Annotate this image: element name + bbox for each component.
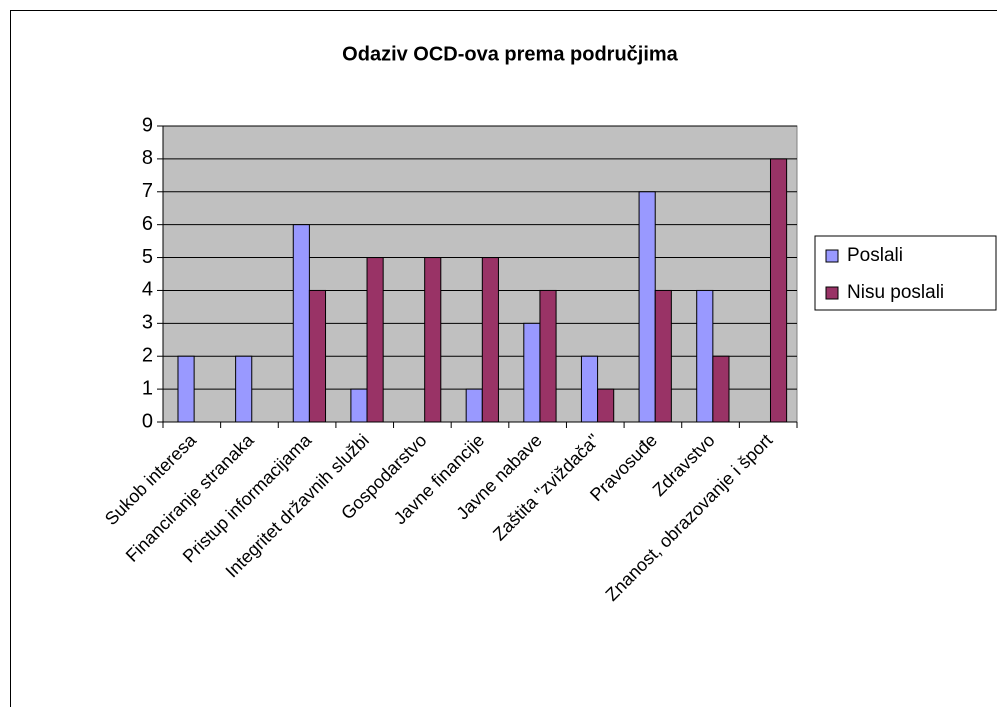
bar xyxy=(597,388,615,423)
y-tick-label: 9 xyxy=(142,114,153,136)
bar xyxy=(481,257,499,423)
y-tick-label: 5 xyxy=(142,246,153,268)
bar xyxy=(366,257,384,423)
legend-swatch xyxy=(825,249,839,263)
bar xyxy=(539,289,557,423)
bar xyxy=(292,224,310,423)
bar xyxy=(308,289,327,423)
y-tick-label: 4 xyxy=(142,279,153,301)
bar xyxy=(769,158,788,423)
bar xyxy=(235,355,253,423)
legend-box xyxy=(814,235,997,311)
y-tick-label: 3 xyxy=(142,312,153,334)
bar xyxy=(638,191,656,423)
chart-title: Odaziv OCD-ova prema područjima xyxy=(342,43,679,65)
y-tick-label: 0 xyxy=(142,410,153,432)
bar xyxy=(654,289,672,423)
bar xyxy=(696,289,714,423)
y-tick-label: 8 xyxy=(142,147,153,169)
bar xyxy=(424,257,442,423)
plot-area xyxy=(162,125,798,423)
y-tick-label: 2 xyxy=(142,345,153,367)
y-tick-label: 7 xyxy=(142,180,153,202)
bar xyxy=(523,322,541,423)
bar xyxy=(177,355,195,423)
y-tick-label: 1 xyxy=(142,377,153,399)
bar xyxy=(712,355,730,423)
legend-label: Poslali xyxy=(847,245,903,266)
legend-label: Nisu poslali xyxy=(847,282,944,303)
bar xyxy=(350,388,368,423)
bar xyxy=(465,388,483,423)
y-tick-label: 6 xyxy=(142,213,153,235)
legend-swatch xyxy=(825,286,839,300)
bar xyxy=(580,355,599,423)
